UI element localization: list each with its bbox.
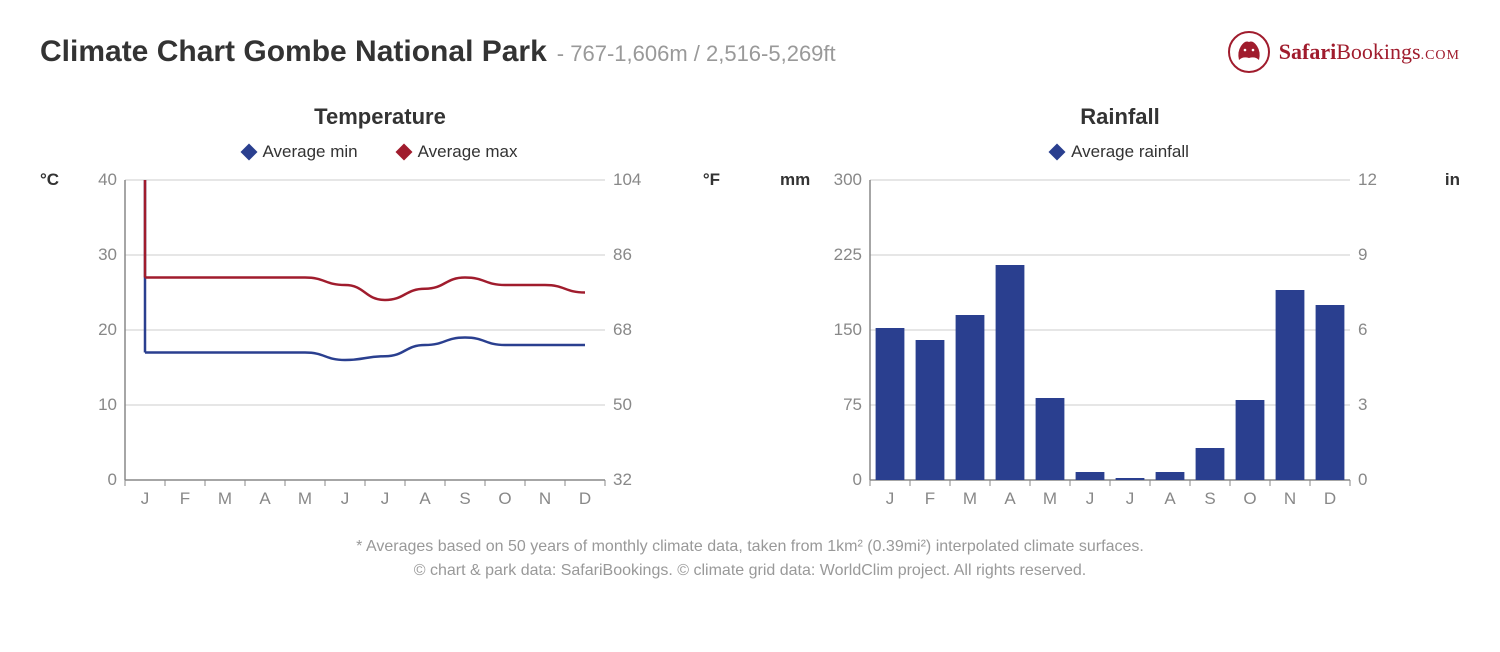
rainfall-legend: Average rainfall: [780, 142, 1460, 162]
svg-text:86: 86: [613, 245, 632, 264]
temperature-title: Temperature: [40, 104, 720, 130]
temperature-svg: 0 32 10 50 20 68 30 86 40 104 J F M A M J J A S O N D: [85, 170, 645, 510]
title-block: Climate Chart Gombe National Park - 767-…: [40, 35, 836, 69]
svg-text:S: S: [1204, 489, 1215, 508]
rainfall-svg: 0 0 75 3 150 6 225 9 300 12 J F M A M J J A S O N D: [825, 170, 1385, 510]
footer-line-2: © chart & park data: SafariBookings. © c…: [40, 559, 1460, 583]
svg-text:D: D: [1324, 489, 1336, 508]
temperature-plot: 0 32 10 50 20 68 30 86 40 104 J F M A M J J A S O N D: [85, 170, 675, 510]
svg-text:N: N: [539, 489, 551, 508]
svg-text:0: 0: [108, 470, 117, 489]
svg-text:50: 50: [613, 395, 632, 414]
svg-text:J: J: [341, 489, 350, 508]
diamond-icon: [240, 144, 257, 161]
svg-text:J: J: [381, 489, 390, 508]
svg-text:12: 12: [1358, 170, 1377, 189]
rainfall-title: Rainfall: [780, 104, 1460, 130]
rainfall-panel: Rainfall Average rainfall mm 0 0 75 3 150 6 22…: [780, 104, 1460, 510]
svg-text:J: J: [1126, 489, 1135, 508]
svg-text:0: 0: [1358, 470, 1367, 489]
diamond-icon: [1049, 144, 1066, 161]
svg-text:J: J: [1086, 489, 1095, 508]
svg-text:30: 30: [98, 245, 117, 264]
svg-text:J: J: [886, 489, 895, 508]
header: Climate Chart Gombe National Park - 767-…: [40, 30, 1460, 74]
footer: * Averages based on 50 years of monthly …: [40, 535, 1460, 583]
legend-max-label: Average max: [418, 142, 518, 162]
rainfall-plot: 0 0 75 3 150 6 225 9 300 12 J F M A M J J A S O N D: [825, 170, 1415, 510]
legend-min: Average min: [243, 142, 358, 162]
svg-text:S: S: [459, 489, 470, 508]
logo-brand-1: Safari: [1279, 39, 1336, 64]
svg-text:75: 75: [843, 395, 862, 414]
diamond-icon: [395, 144, 412, 161]
svg-text:N: N: [1284, 489, 1296, 508]
svg-text:0: 0: [853, 470, 862, 489]
svg-text:J: J: [141, 489, 150, 508]
logo-text: SafariBookings.COM: [1279, 39, 1460, 65]
svg-text:O: O: [498, 489, 511, 508]
temperature-panel: Temperature Average min Average max °C 0…: [40, 104, 720, 510]
svg-text:104: 104: [613, 170, 641, 189]
legend-max: Average max: [398, 142, 518, 162]
rain-unit-in: in: [1415, 170, 1460, 190]
svg-text:32: 32: [613, 470, 632, 489]
svg-text:A: A: [1164, 489, 1176, 508]
temp-unit-f: °F: [675, 170, 720, 190]
svg-text:68: 68: [613, 320, 632, 339]
temp-unit-c: °C: [40, 170, 85, 190]
svg-text:300: 300: [834, 170, 862, 189]
svg-text:M: M: [1043, 489, 1057, 508]
svg-text:M: M: [963, 489, 977, 508]
svg-text:20: 20: [98, 320, 117, 339]
svg-text:150: 150: [834, 320, 862, 339]
svg-text:M: M: [218, 489, 232, 508]
logo-tld: .COM: [1421, 48, 1460, 63]
svg-text:M: M: [298, 489, 312, 508]
svg-text:A: A: [1004, 489, 1016, 508]
page-subtitle: - 767-1,606m / 2,516-5,269ft: [557, 41, 836, 67]
rainfall-axes: mm 0 0 75 3 150 6 225 9 300 12 J F M A M J J A S O N D in: [780, 170, 1460, 510]
svg-text:D: D: [579, 489, 591, 508]
svg-text:10: 10: [98, 395, 117, 414]
svg-text:A: A: [419, 489, 431, 508]
svg-text:A: A: [259, 489, 271, 508]
logo-brand-2: Bookings: [1336, 39, 1420, 64]
rain-unit-mm: mm: [780, 170, 825, 190]
svg-text:225: 225: [834, 245, 862, 264]
svg-text:F: F: [925, 489, 935, 508]
charts-row: Temperature Average min Average max °C 0…: [40, 104, 1460, 510]
logo: SafariBookings.COM: [1227, 30, 1460, 74]
temperature-axes: °C 0 32 10 50 20 68 30 86 40 104 J F M A M J J A S O N D °F: [40, 170, 720, 510]
footer-line-1: * Averages based on 50 years of monthly …: [40, 535, 1460, 559]
svg-text:O: O: [1243, 489, 1256, 508]
legend-min-label: Average min: [263, 142, 358, 162]
svg-text:40: 40: [98, 170, 117, 189]
svg-text:3: 3: [1358, 395, 1367, 414]
page-title: Climate Chart Gombe National Park: [40, 35, 547, 69]
lion-icon: [1227, 30, 1271, 74]
legend-rain-label: Average rainfall: [1071, 142, 1189, 162]
temperature-legend: Average min Average max: [40, 142, 720, 162]
svg-text:F: F: [180, 489, 190, 508]
svg-text:6: 6: [1358, 320, 1367, 339]
svg-text:9: 9: [1358, 245, 1367, 264]
legend-rain: Average rainfall: [1051, 142, 1189, 162]
